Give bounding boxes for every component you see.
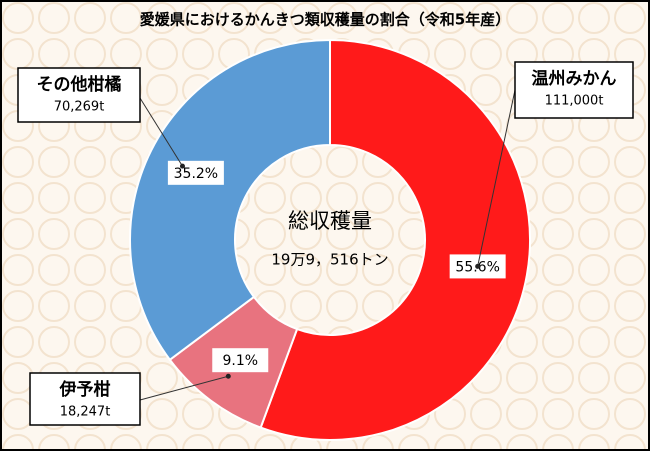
label-box xyxy=(17,67,141,123)
share-label-box xyxy=(212,348,269,373)
label-box xyxy=(514,61,634,119)
leader-line xyxy=(139,375,229,401)
value-label: 111,000t xyxy=(545,94,604,109)
category-label: 伊予柑 xyxy=(59,379,111,400)
share-label: 35.2% xyxy=(174,166,218,182)
slice xyxy=(129,38,331,362)
category-label: 温州みかん xyxy=(532,69,617,89)
slice xyxy=(259,38,532,441)
leader-line xyxy=(477,89,516,267)
label-box xyxy=(29,372,141,426)
leader-dot xyxy=(225,373,231,379)
leader-line xyxy=(139,97,183,167)
category-label: その他柑橘 xyxy=(37,74,122,95)
value-label: 18,247t xyxy=(60,405,111,420)
share-label: 9.1% xyxy=(222,353,258,369)
chart-title: 愛媛県におけるかんきつ類収穫量の割合（令和5年産） xyxy=(140,11,510,29)
center-title: 総収穫量 xyxy=(288,209,372,233)
share-label-box xyxy=(167,160,224,185)
leader-dot xyxy=(179,163,185,169)
center-value: 19万9，516トン xyxy=(271,251,388,269)
leader-dot xyxy=(475,263,481,269)
value-label: 70,269t xyxy=(54,100,105,115)
